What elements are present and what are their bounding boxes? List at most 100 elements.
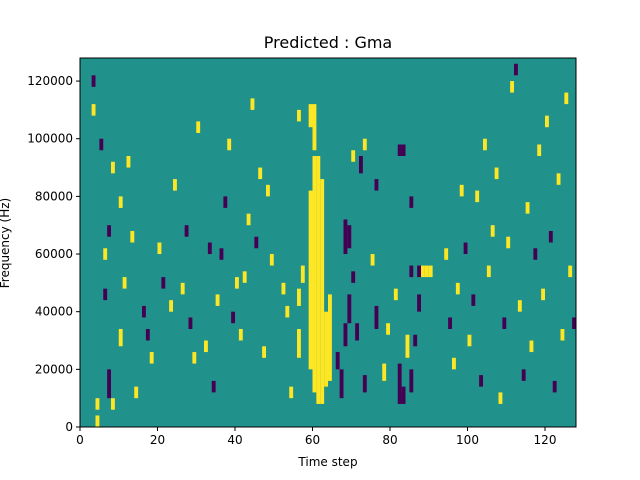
heatmap-cell — [289, 386, 294, 399]
heatmap-cell — [541, 288, 546, 301]
heatmap-cell — [246, 213, 251, 226]
heatmap-cell — [180, 282, 185, 295]
y-tick-label: 120000 — [27, 74, 73, 88]
heatmap-cell — [514, 63, 518, 76]
y-tick-label: 100000 — [27, 132, 73, 146]
y-axis: 0 20000 40000 60000 80000 100000 120000 — [27, 74, 80, 434]
heatmap-cell — [308, 104, 313, 128]
heatmap-cell — [196, 121, 201, 133]
heatmap-cell — [95, 398, 100, 410]
heatmap-cell — [219, 248, 224, 260]
heatmap-cell — [343, 323, 348, 347]
heatmap-cell — [324, 311, 329, 387]
heatmap-cell — [250, 98, 255, 110]
heatmap-cell — [529, 340, 534, 353]
heatmap-cell — [355, 323, 360, 341]
heatmap-cell — [545, 115, 549, 128]
heatmap-cell — [242, 271, 247, 283]
heatmap-cell — [91, 75, 96, 87]
heatmap-cell — [238, 328, 243, 341]
heatmap-cell — [374, 179, 379, 191]
heatmap-cell — [572, 317, 577, 329]
heatmap-cell — [556, 173, 561, 185]
heatmap-cell — [517, 300, 522, 312]
heatmap-cell — [525, 202, 530, 214]
heatmap-cell — [335, 352, 340, 370]
heatmap-cell — [308, 190, 313, 370]
y-tick-label: 60000 — [35, 247, 73, 261]
plot-area — [79, 57, 577, 428]
heatmap-cell — [401, 386, 406, 404]
heatmap-cell — [285, 305, 290, 318]
heatmap-cell — [300, 265, 305, 283]
heatmap-cell — [347, 294, 352, 324]
x-tick-label: 20 — [150, 433, 165, 447]
heatmap-cell — [95, 415, 100, 427]
heatmap-cell — [312, 104, 317, 151]
heatmap-cell — [111, 161, 115, 174]
y-tick-label: 40000 — [35, 305, 73, 319]
heatmap-cell — [409, 369, 414, 393]
heatmap-cell — [424, 265, 429, 278]
heatmap-cell — [479, 375, 484, 387]
heatmap-cell — [459, 184, 464, 197]
heatmap-cell — [421, 265, 425, 278]
heatmap-cell — [351, 150, 356, 162]
heatmap-cell — [467, 334, 472, 347]
heatmap-cell — [262, 346, 267, 358]
heatmap-cell — [297, 109, 301, 122]
heatmap-cell — [417, 265, 422, 278]
heatmap-cell — [192, 352, 197, 364]
heatmap-cell — [107, 225, 112, 237]
heatmap-cell — [471, 294, 476, 306]
heatmap-cell — [498, 392, 503, 404]
heatmap-cell — [413, 334, 418, 347]
y-tick-label: 0 — [65, 420, 73, 434]
heatmap-cell — [184, 225, 189, 237]
heatmap-cell — [405, 334, 410, 358]
heatmap-cell — [483, 138, 487, 151]
heatmap-cell — [266, 184, 270, 197]
x-axis-label: Time step — [297, 455, 357, 469]
heatmap-cell — [231, 311, 236, 324]
heatmap-cell — [486, 265, 491, 278]
heatmap-cell — [362, 138, 367, 151]
heatmap-cell — [428, 265, 433, 278]
heatmap-cell — [269, 254, 274, 266]
heatmap-cell — [351, 271, 356, 283]
heatmap-cell — [103, 248, 108, 260]
x-tick-label: 120 — [534, 433, 557, 447]
x-tick-label: 80 — [382, 433, 397, 447]
heatmap-cell — [347, 225, 352, 249]
heatmap-cell — [475, 190, 480, 203]
heatmap-cell — [444, 248, 449, 260]
heatmap-cell — [173, 179, 177, 191]
heatmap-cell — [552, 380, 557, 393]
heatmap-cell — [343, 219, 348, 255]
x-tick-label: 0 — [76, 433, 84, 447]
y-tick-label: 80000 — [35, 189, 73, 203]
heatmap-cell — [564, 92, 569, 105]
heatmap-cell — [401, 144, 406, 157]
heatmap-cell — [215, 294, 220, 306]
heatmap-cell — [297, 328, 301, 358]
heatmap-cell — [502, 317, 507, 329]
heatmap-cell — [548, 230, 553, 243]
heatmap-cell — [118, 196, 123, 208]
heatmap-cell — [207, 242, 212, 255]
heatmap-cell — [339, 369, 344, 399]
heatmap-cell — [169, 300, 174, 312]
heatmap-cell — [506, 236, 511, 249]
heatmap-cell — [297, 288, 301, 306]
heatmap-cell — [521, 369, 526, 381]
heatmap-cell — [103, 288, 108, 301]
heatmap-cell — [370, 254, 375, 266]
heatmap-cell — [122, 277, 127, 289]
heatmap-cell — [149, 352, 154, 364]
heatmap-cell — [362, 375, 367, 393]
heatmap-cell — [448, 317, 453, 329]
heatmap-cell — [91, 104, 96, 116]
y-tick-label: 20000 — [35, 362, 73, 376]
heatmap-cell — [157, 242, 162, 255]
